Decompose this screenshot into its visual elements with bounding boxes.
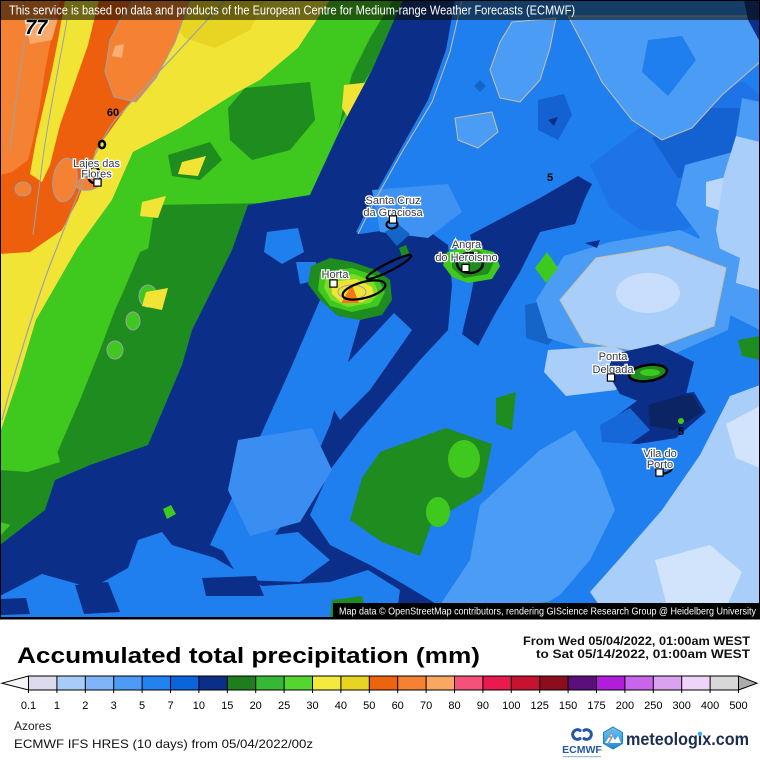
svg-text:From Wed 05/04/2022, 01:00am W: From Wed 05/04/2022, 01:00am WEST	[523, 636, 750, 648]
svg-text:da Graciosa: da Graciosa	[363, 207, 423, 219]
svg-text:10: 10	[193, 700, 205, 712]
svg-text:Lajes das: Lajes das	[73, 158, 121, 170]
svg-text:2: 2	[82, 700, 88, 712]
svg-text:Flores: Flores	[81, 169, 112, 181]
svg-text:5: 5	[547, 172, 553, 184]
svg-text:125: 125	[531, 700, 549, 712]
svg-text:Porto: Porto	[647, 459, 673, 471]
svg-text:100: 100	[502, 700, 520, 712]
svg-text:175: 175	[587, 700, 605, 712]
svg-text:to Sat 05/14/2022, 01:00am WES: to Sat 05/14/2022, 01:00am WEST	[536, 649, 750, 661]
svg-text:15: 15	[221, 700, 233, 712]
svg-text:This service is based on data: This service is based on data and produc…	[9, 4, 575, 18]
svg-text:ECMWF IFS HRES (10 days) from: ECMWF IFS HRES (10 days) from 05/04/2022…	[14, 737, 313, 751]
svg-text:250: 250	[644, 700, 662, 712]
svg-text:90: 90	[477, 700, 489, 712]
svg-text:do Heroismo: do Heroismo	[435, 252, 497, 264]
svg-text:150: 150	[559, 700, 577, 712]
svg-text:50: 50	[363, 700, 375, 712]
svg-text:25: 25	[278, 700, 290, 712]
svg-text:Angra: Angra	[452, 239, 482, 251]
svg-text:ECMWF: ECMWF	[562, 744, 602, 756]
svg-text:30: 30	[306, 700, 318, 712]
svg-text:300: 300	[673, 700, 691, 712]
svg-text:Vila do: Vila do	[643, 448, 676, 460]
svg-text:60: 60	[392, 700, 404, 712]
svg-text:5: 5	[139, 700, 145, 712]
svg-text:Delgada: Delgada	[593, 364, 635, 376]
svg-text:400: 400	[701, 700, 719, 712]
svg-text:1: 1	[54, 700, 60, 712]
svg-text:Santa Cruz: Santa Cruz	[365, 195, 420, 207]
svg-text:77: 77	[25, 17, 48, 39]
svg-text:80: 80	[448, 700, 460, 712]
svg-text:500: 500	[729, 700, 747, 712]
svg-text:60: 60	[107, 107, 119, 119]
svg-text:Horta: Horta	[322, 269, 350, 281]
svg-text:7: 7	[167, 700, 173, 712]
svg-text:40: 40	[335, 700, 347, 712]
svg-text:3: 3	[111, 700, 117, 712]
svg-text:70: 70	[420, 700, 432, 712]
svg-text:Ponta: Ponta	[599, 351, 629, 363]
svg-text:Azores: Azores	[14, 719, 51, 733]
svg-text:Accumulated total precipitatio: Accumulated total precipitation (mm)	[17, 643, 480, 668]
svg-text:200: 200	[616, 700, 634, 712]
svg-text:meteologix.com: meteologix.com	[626, 729, 749, 749]
svg-text:5: 5	[678, 426, 684, 438]
svg-text:Map data © OpenStreetMap contr: Map data © OpenStreetMap contributors, r…	[339, 606, 757, 618]
svg-text:0.1: 0.1	[21, 700, 36, 712]
svg-text:20: 20	[250, 700, 262, 712]
